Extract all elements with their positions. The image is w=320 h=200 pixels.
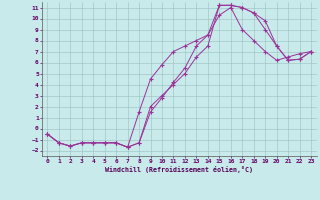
X-axis label: Windchill (Refroidissement éolien,°C): Windchill (Refroidissement éolien,°C) (105, 166, 253, 173)
